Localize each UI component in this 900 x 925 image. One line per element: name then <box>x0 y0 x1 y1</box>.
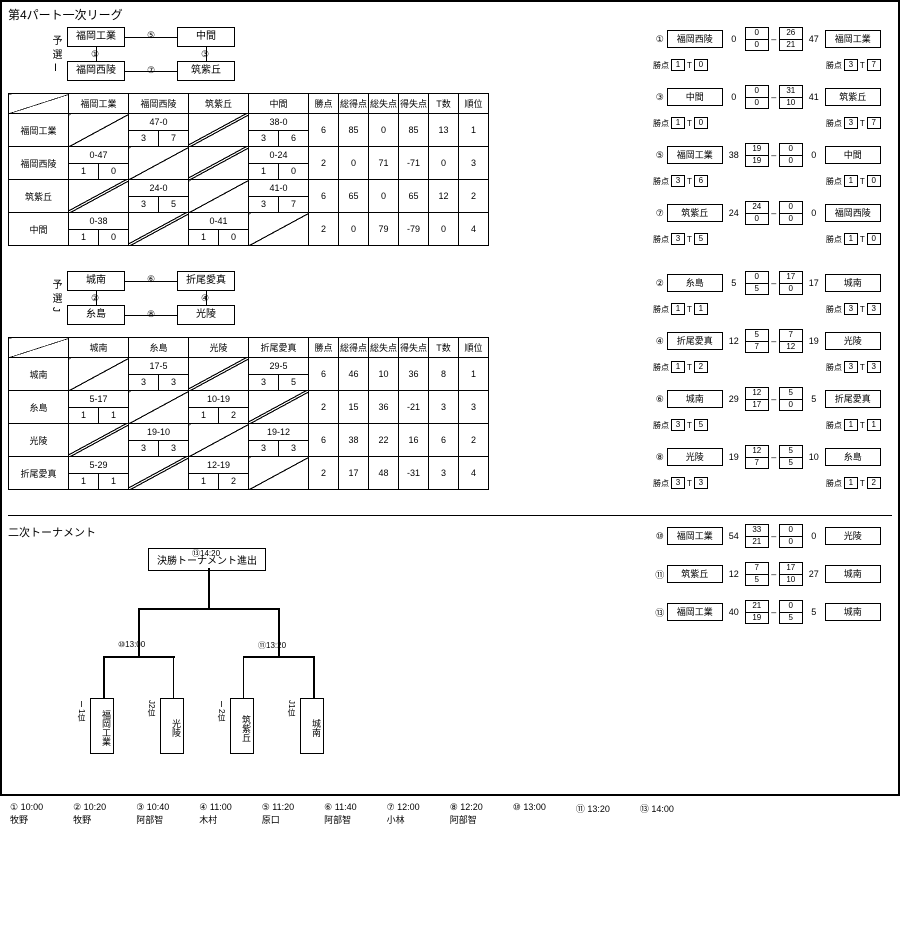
group1-bracket: 福岡工業 中間 福岡西陵 筑紫丘 ⑤ ① ③ ⑦ <box>67 27 287 83</box>
match-result: ①福岡西陵000–262147福岡工業勝点1T0勝点3T7 <box>561 27 881 71</box>
schedule-item: ⑤ 11:20原口 <box>262 802 294 826</box>
group2-standings: 城南糸島光陵折尾愛真勝点総得点総失点得失点T数順位城南17-53329-5356… <box>8 337 489 490</box>
match-result: ⑩福岡工業543321–000光陵 <box>561 524 881 548</box>
match-result: ⑥城南291217–505折尾愛真勝点3T5勝点1T1 <box>561 387 881 431</box>
group1-standings: 福岡工業福岡西陵筑紫丘中間勝点総得点総失点得失点T数順位福岡工業47-03738… <box>8 93 489 246</box>
schedule-item: ⑬ 14:00 <box>640 802 674 826</box>
schedule-item: ⑧ 12:20阿部智 <box>450 802 483 826</box>
match-result: ④折尾愛真1257–71219光陵勝点1T2勝点3T3 <box>561 329 881 373</box>
match-result: ③中間000–311041筑紫丘勝点1T0勝点3T7 <box>561 85 881 129</box>
schedule-item: ⑩ 13:00 <box>513 802 546 826</box>
tournament-bracket: 決勝トーナメント進出 ⑬14:20 ⑩13:00 ⑪13:20 Ⅰ1位福岡工業J… <box>8 548 548 778</box>
match-result: ⑪筑紫丘1275–171027城南 <box>561 562 881 586</box>
group2-bracket: 城南 折尾愛真 糸島 光陵 ⑥ ② ④ ⑧ <box>67 271 287 327</box>
schedule-item: ③ 10:40阿部智 <box>136 802 169 826</box>
schedule-item: ⑦ 12:00小林 <box>387 802 420 826</box>
schedule-item: ⑥ 11:40阿部智 <box>324 802 356 826</box>
group2-label: 予選J <box>48 271 63 316</box>
match-result: ②糸島505–17017城南勝点1T1勝点3T3 <box>561 271 881 315</box>
schedule: ① 10:00牧野 ② 10:20牧野 ③ 10:40阿部智 ④ 11:00木村 ⑤ 1… <box>0 796 900 832</box>
schedule-item: ④ 11:00木村 <box>199 802 231 826</box>
match-result: ⑬福岡工業402119–055城南 <box>561 600 881 624</box>
schedule-item: ⑪ 13:20 <box>576 802 610 826</box>
match-result: ⑧光陵19127–5510糸島勝点3T3勝点1T2 <box>561 445 881 489</box>
tournament-title: 二次トーナメント <box>8 524 548 540</box>
schedule-item: ② 10:20牧野 <box>73 802 106 826</box>
match-result: ⑤福岡工業381919–000中間勝点3T6勝点1T0 <box>561 143 881 187</box>
group1-label: 予選Ⅰ <box>48 27 63 78</box>
match-result: ⑦筑紫丘24240–000福岡西陵勝点3T5勝点1T0 <box>561 201 881 245</box>
page-title: 第4パート一次リーグ <box>8 6 892 23</box>
schedule-item: ① 10:00牧野 <box>10 802 43 826</box>
